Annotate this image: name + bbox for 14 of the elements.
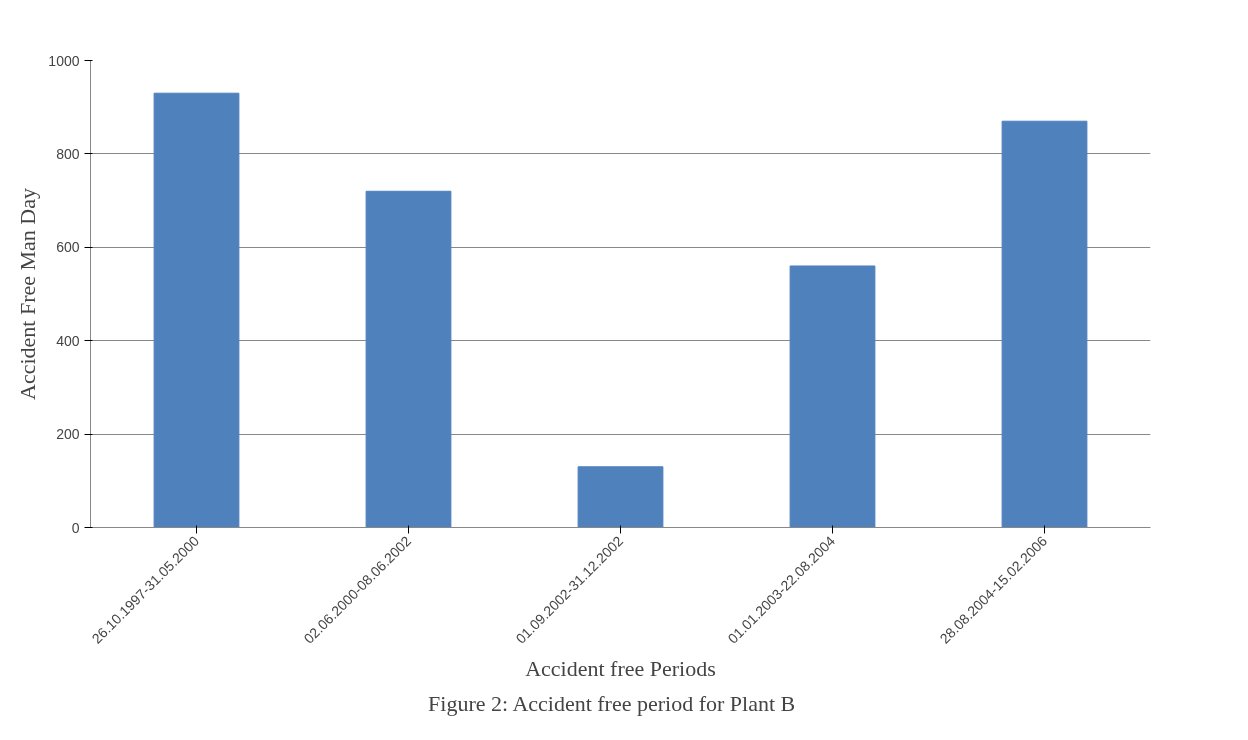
y-tick-label: 0: [71, 519, 80, 536]
text: Figure 2: Accident free period for Plant B: [428, 690, 796, 716]
y-tick-label: 400: [56, 332, 80, 349]
y-tick-label: 1000: [48, 52, 80, 69]
y-tick-label: 800: [56, 145, 80, 162]
y-axis-title: Accident Free Man Day: [15, 188, 41, 400]
bar: [365, 190, 452, 528]
bar: [1001, 120, 1088, 528]
bar: [577, 466, 664, 528]
x-axis-title: Accident free Periods: [525, 655, 716, 681]
bar: [789, 265, 876, 528]
y-tick-label: 600: [56, 239, 80, 256]
bar: [153, 92, 240, 528]
y-tick-label: 200: [56, 426, 80, 443]
